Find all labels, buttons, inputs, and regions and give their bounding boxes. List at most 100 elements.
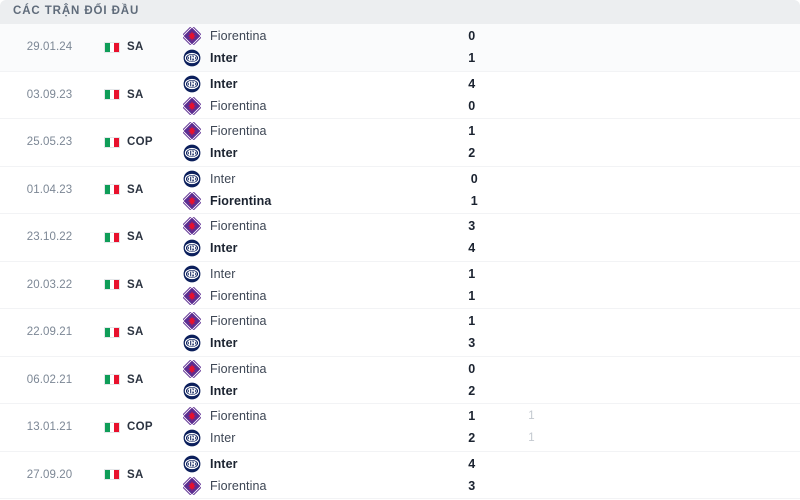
home-team-line[interactable]: Fiorentina [181, 215, 468, 237]
match-row-25.05.23[interactable]: 25.05.23 COP Fiorentina Inter 1 2 [0, 119, 800, 167]
away-team-score: 3 [468, 336, 476, 351]
secondary-score-cell [528, 452, 598, 499]
away-team-line[interactable]: Inter [183, 238, 468, 258]
home-team-line[interactable]: Inter [183, 74, 468, 94]
inter-milan-crest-icon [183, 144, 201, 162]
home-team-line[interactable]: Fiorentina [181, 310, 468, 332]
teams-cell: Inter Fiorentina [180, 167, 471, 214]
home-team-score: 3 [468, 219, 476, 234]
italy-flag-icon [104, 326, 120, 338]
competition-code: SA [127, 373, 144, 386]
home-team-score: 4 [468, 456, 476, 471]
match-row-06.02.21[interactable]: 06.02.21 SA Fiorentina Inter 0 2 [0, 356, 800, 404]
competition-code: SA [127, 183, 144, 196]
score-cell: 0 1 [471, 167, 531, 214]
score-cell: 1 3 [468, 309, 528, 356]
competition-cell: SA [95, 24, 180, 71]
away-team-name: Fiorentina [210, 193, 272, 208]
score-cell: 4 0 [468, 72, 528, 119]
home-team-line[interactable]: Fiorentina [181, 25, 468, 47]
match-date: 23.10.22 [26, 231, 73, 244]
home-team-name: Inter [210, 456, 238, 471]
secondary-score-cell [528, 357, 598, 404]
match-date: 20.03.22 [26, 278, 73, 291]
match-row-13.01.21[interactable]: 13.01.21 COP Fiorentina Inter 1 2 1 1 [0, 404, 800, 452]
page-title: CÁC TRẬN ĐỐI ĐẦU [13, 5, 140, 18]
away-team-line[interactable]: Inter [183, 428, 468, 448]
inter-milan-crest-icon [183, 239, 201, 257]
home-team-line[interactable]: Inter [183, 169, 471, 189]
inter-milan-crest-icon [183, 265, 201, 283]
inter-milan-crest-icon [183, 455, 201, 473]
away-team-line[interactable]: Inter [183, 381, 468, 401]
away-team-name: Inter [210, 241, 238, 256]
row-spacer [598, 309, 800, 356]
row-spacer [598, 404, 800, 451]
home-team-name: Inter [210, 171, 236, 186]
away-team-line[interactable]: Fiorentina [181, 285, 468, 307]
teams-cell: Inter Fiorentina [180, 72, 468, 119]
home-team-line[interactable]: Inter [183, 454, 468, 474]
away-team-name: Fiorentina [210, 478, 267, 493]
teams-cell: Fiorentina Inter [180, 24, 468, 71]
away-team-line[interactable]: Inter [183, 143, 468, 163]
competition-cell: SA [95, 452, 180, 499]
italy-flag-icon [104, 231, 120, 243]
competition-cell: SA [95, 357, 180, 404]
match-row-03.09.23[interactable]: 03.09.23 SA Inter Fiorentina 4 0 [0, 71, 800, 119]
secondary-score-cell [528, 262, 598, 309]
match-row-23.10.22[interactable]: 23.10.22 SA Fiorentina Inter 3 4 [0, 214, 800, 262]
away-team-line[interactable]: Fiorentina [181, 190, 471, 212]
teams-cell: Fiorentina Inter [180, 404, 468, 451]
match-row-27.09.20[interactable]: 27.09.20 SA Inter Fiorentina 4 3 [0, 451, 800, 499]
match-row-20.03.22[interactable]: 20.03.22 SA Inter Fiorentina 1 1 [0, 261, 800, 309]
home-team-score: 1 [468, 124, 476, 139]
home-team-name: Fiorentina [210, 409, 267, 424]
match-date-cell: 29.01.24 [0, 24, 95, 71]
inter-milan-crest-icon [183, 429, 201, 447]
match-row-01.04.23[interactable]: 01.04.23 SA Inter Fiorentina 0 1 [0, 166, 800, 214]
match-date-cell: 22.09.21 [0, 309, 95, 356]
secondary-score-cell: 1 1 [528, 404, 598, 451]
italy-flag-icon [104, 279, 120, 291]
home-team-score: 0 [470, 171, 478, 186]
away-team-score: 3 [468, 478, 476, 493]
match-date: 13.01.21 [26, 421, 73, 434]
fiorentina-crest-icon [181, 405, 203, 427]
competition-code: SA [127, 88, 144, 101]
home-team-name: Fiorentina [210, 219, 267, 234]
fiorentina-crest-icon [181, 95, 203, 117]
row-spacer [598, 262, 800, 309]
home-team-line[interactable]: Fiorentina [181, 405, 468, 427]
away-team-line[interactable]: Inter [183, 333, 468, 353]
fiorentina-crest-icon [181, 358, 203, 380]
row-spacer [598, 357, 800, 404]
match-row-29.01.24[interactable]: 29.01.24 SA Fiorentina Inter 0 1 [0, 24, 800, 72]
away-team-score: 2 [468, 431, 476, 446]
away-team-score: 1 [470, 193, 478, 208]
fiorentina-crest-icon [181, 475, 203, 497]
home-team-name: Inter [210, 76, 238, 91]
away-team-score: 0 [468, 98, 476, 113]
away-team-name: Fiorentina [210, 288, 267, 303]
home-team-line[interactable]: Fiorentina [181, 358, 468, 380]
home-team-name: Fiorentina [210, 314, 267, 329]
away-team-line[interactable]: Fiorentina [181, 475, 468, 497]
competition-code: SA [127, 41, 144, 54]
row-spacer [598, 72, 800, 119]
match-date-cell: 03.09.23 [0, 72, 95, 119]
away-team-line[interactable]: Fiorentina [181, 95, 468, 117]
fiorentina-crest-icon [181, 285, 203, 307]
home-team-line[interactable]: Fiorentina [181, 120, 468, 142]
home-team-name: Inter [210, 266, 236, 281]
score-cell: 1 2 [468, 119, 528, 166]
home-team-score: 1 [468, 314, 476, 329]
away-team-name: Inter [210, 146, 238, 161]
home-team-line[interactable]: Inter [183, 264, 468, 284]
away-team-line[interactable]: Inter [183, 48, 468, 68]
score-cell: 1 2 [468, 404, 528, 451]
competition-cell: COP [95, 119, 180, 166]
match-row-22.09.21[interactable]: 22.09.21 SA Fiorentina Inter 1 3 [0, 309, 800, 357]
italy-flag-icon [104, 374, 120, 386]
score-cell: 0 2 [468, 357, 528, 404]
